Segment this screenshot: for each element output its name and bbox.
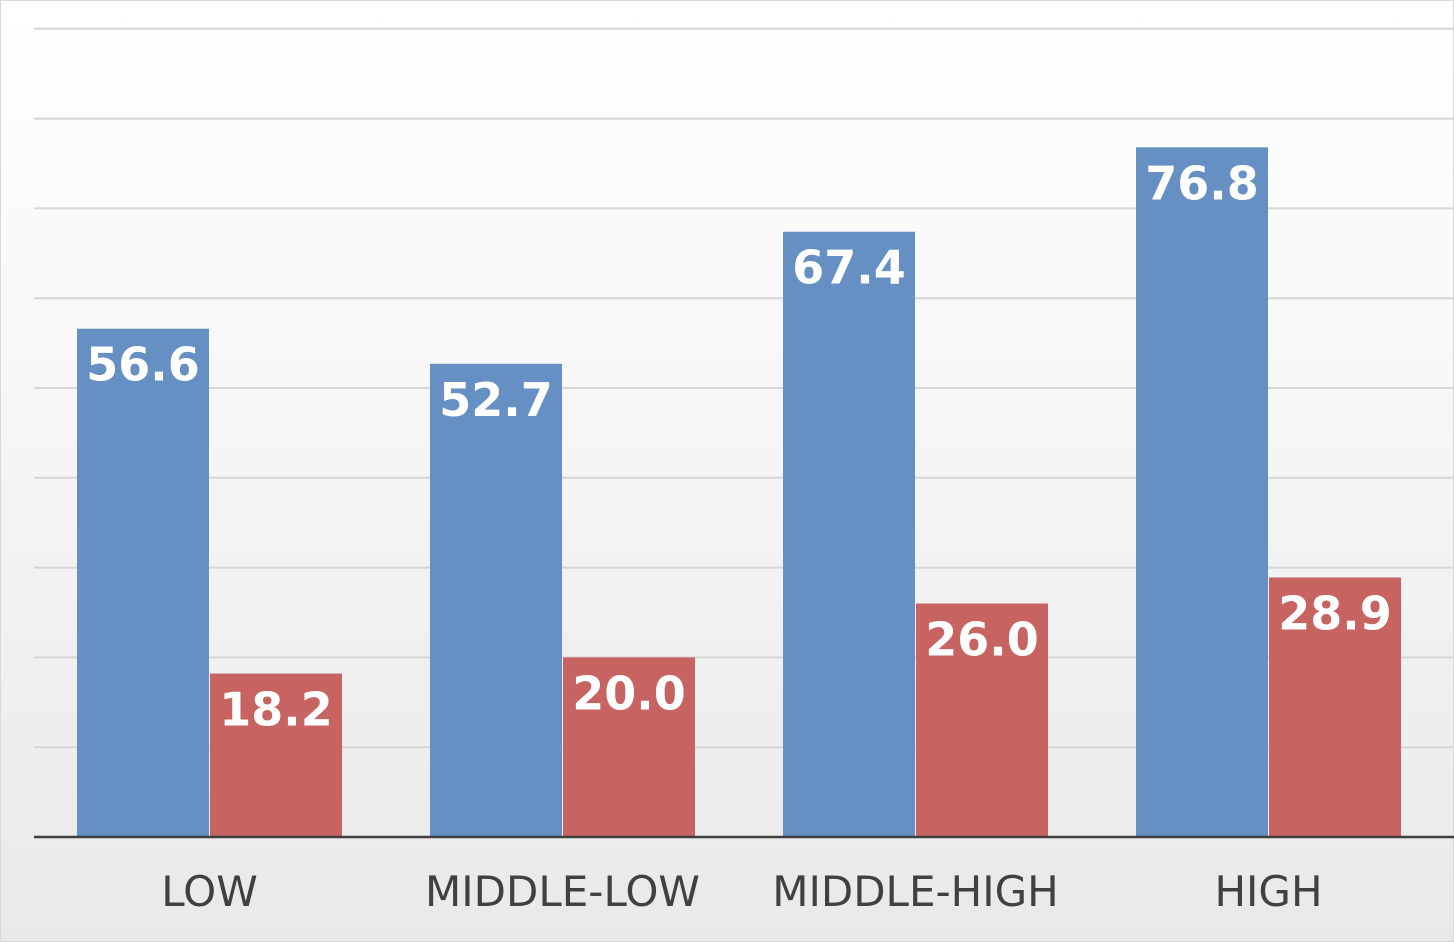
category-label: MIDDLE-HIGH bbox=[772, 867, 1059, 916]
value-label: 56.6 bbox=[86, 338, 200, 392]
value-label: 18.2 bbox=[219, 683, 333, 737]
bars bbox=[77, 147, 1401, 838]
bar-series2-middle-low bbox=[563, 657, 695, 837]
value-label: 52.7 bbox=[439, 373, 553, 427]
category-label: MIDDLE-LOW bbox=[425, 867, 700, 916]
bar-series2-low bbox=[210, 673, 342, 837]
value-label: 28.9 bbox=[1278, 586, 1392, 640]
category-label: HIGH bbox=[1214, 867, 1322, 916]
category-label: LOW bbox=[161, 867, 258, 916]
bar-series1-low bbox=[77, 328, 209, 837]
gridlines bbox=[34, 27, 1454, 749]
bar-series2-middle-high bbox=[916, 603, 1048, 837]
category-labels: LOW MIDDLE-LOW MIDDLE-HIGH HIGH bbox=[161, 867, 1322, 916]
value-label: 76.8 bbox=[1145, 156, 1259, 210]
value-label: 20.0 bbox=[572, 666, 686, 720]
value-labels: 56.6 18.2 52.7 20.0 67.4 26.0 76.8 28.9 bbox=[86, 156, 1392, 736]
bar-series1-middle-low bbox=[430, 363, 562, 837]
bar-series2-high bbox=[1269, 577, 1401, 837]
value-label: 26.0 bbox=[925, 613, 1039, 667]
bar-series1-middle-high bbox=[783, 231, 915, 838]
bar-series1-high bbox=[1136, 147, 1268, 837]
value-label: 67.4 bbox=[792, 241, 906, 295]
